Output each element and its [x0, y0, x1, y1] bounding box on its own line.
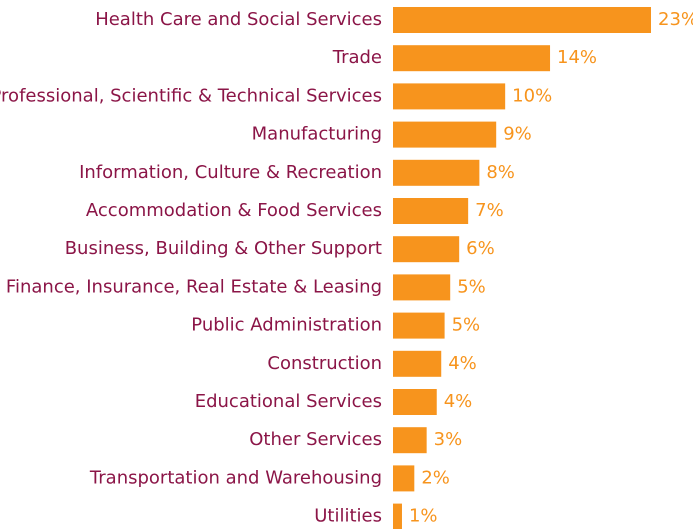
bar	[393, 465, 415, 492]
bar	[393, 389, 437, 415]
category-label: Business, Building & Other Support	[65, 238, 382, 259]
value-label: 6%	[466, 238, 495, 259]
bar	[393, 7, 651, 33]
category-label: Public Administration	[191, 315, 382, 336]
bar	[393, 121, 497, 148]
category-label: Accommodation & Food Services	[86, 200, 382, 221]
category-label: Trade	[332, 47, 382, 68]
value-label: 5%	[452, 315, 481, 336]
category-label: Finance, Insurance, Real Estate & Leasin…	[6, 276, 382, 297]
value-label: 5%	[457, 276, 486, 297]
category-label: Educational Services	[195, 391, 382, 412]
bar	[393, 312, 445, 339]
category-label: Construction	[267, 353, 382, 374]
category-label: Information, Culture & Recreation	[79, 162, 382, 183]
category-label: Transportation and Warehousing	[89, 467, 382, 488]
value-label: 14%	[557, 47, 597, 68]
bar	[393, 350, 442, 377]
bar	[393, 274, 451, 301]
bar	[393, 427, 427, 454]
category-label: Professional, Scientific & Technical Ser…	[0, 85, 382, 106]
category-label: Manufacturing	[252, 124, 382, 145]
value-label: 3%	[434, 429, 463, 450]
value-label: 7%	[475, 200, 504, 221]
value-label: 2%	[421, 467, 450, 488]
bar	[393, 159, 480, 186]
bar	[393, 503, 402, 529]
category-label: Utilities	[314, 506, 382, 527]
bar	[393, 198, 469, 224]
value-label: 10%	[512, 85, 552, 106]
bar	[393, 45, 551, 72]
value-label: 4%	[444, 391, 473, 412]
category-label: Health Care and Social Services	[95, 9, 382, 30]
category-label: Other Services	[249, 429, 382, 450]
bar	[393, 83, 506, 110]
value-label: 23%	[658, 9, 693, 30]
value-label: 4%	[448, 353, 477, 374]
value-label: 1%	[409, 506, 438, 527]
value-label: 9%	[503, 124, 532, 145]
value-label: 8%	[486, 162, 515, 183]
bar	[393, 236, 460, 263]
